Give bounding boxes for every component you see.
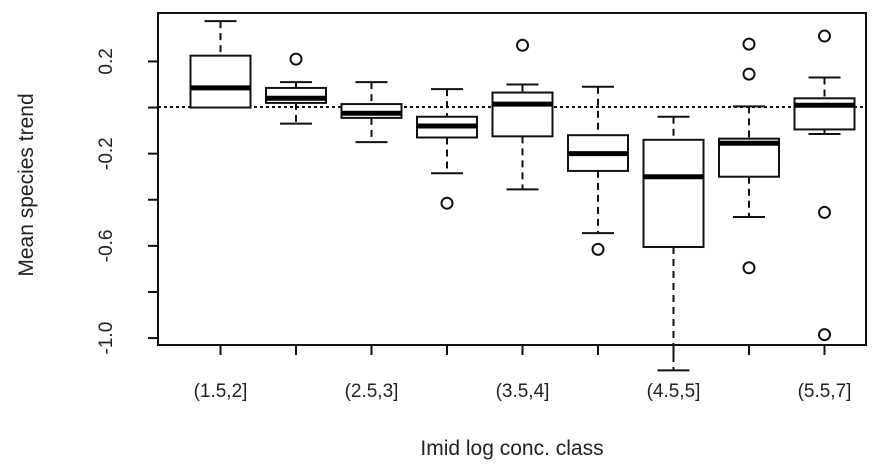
boxes-layer bbox=[189, 20, 856, 372]
outlier-point bbox=[742, 37, 756, 51]
box-group bbox=[416, 88, 478, 210]
y-tick-label: -0.2 bbox=[96, 137, 117, 170]
box-group bbox=[793, 29, 856, 342]
outlier-point bbox=[818, 328, 831, 342]
outlier-point bbox=[742, 261, 756, 275]
y-tick-label: -0.6 bbox=[96, 229, 117, 262]
outlier-point bbox=[818, 205, 831, 219]
box-iqr bbox=[491, 91, 554, 138]
box-group bbox=[718, 37, 780, 275]
box-group bbox=[642, 115, 705, 372]
box-group bbox=[567, 85, 629, 256]
box-iqr bbox=[189, 54, 252, 109]
x-tick-label: (3.5,4] bbox=[496, 381, 550, 402]
y-tick-label: 0.2 bbox=[96, 48, 117, 74]
x-tick-label: (5.5,7] bbox=[798, 381, 852, 402]
plot-frame bbox=[157, 12, 867, 346]
outlier-point bbox=[516, 38, 529, 52]
outlier-point bbox=[818, 29, 831, 43]
x-axis-title: Imid log conc. class bbox=[420, 437, 603, 460]
y-axis: 0.2 -0.2 -0.6 -1.0 bbox=[96, 48, 158, 354]
box-group bbox=[265, 52, 327, 125]
y-axis-title: Mean species trend bbox=[15, 93, 38, 276]
x-tick-label: (1.5,2] bbox=[194, 381, 248, 402]
y-tick-label: -1.0 bbox=[96, 322, 117, 355]
box-iqr bbox=[642, 138, 705, 249]
x-tick-label: (4.5,5] bbox=[647, 381, 701, 402]
outlier-point bbox=[742, 67, 756, 81]
outlier-point bbox=[289, 52, 303, 66]
outlier-point bbox=[440, 196, 454, 210]
box-group bbox=[189, 20, 252, 109]
x-tick-label: (2.5,3] bbox=[345, 381, 399, 402]
outlier-point bbox=[591, 242, 605, 256]
box-group bbox=[491, 38, 554, 191]
box-group bbox=[340, 81, 403, 144]
x-axis: (1.5,2] (2.5,3] (3.5,4] (4.5,5] (5.5,7] bbox=[194, 345, 852, 402]
